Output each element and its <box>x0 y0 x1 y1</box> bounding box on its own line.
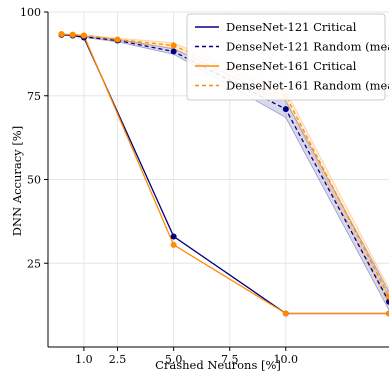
band-densenet-121-random-mean- <box>61 34 389 311</box>
y-tick-label: 75 <box>27 90 41 103</box>
tick-labels: 1.0 2.5 5.0 7.5 10.0 25 50 75 100 <box>20 6 298 366</box>
data-point-densenet-161-random-mean <box>170 42 177 49</box>
y-tick-label: 50 <box>27 174 41 187</box>
data-point-densenet-121-random-mean <box>170 48 177 55</box>
legend-entry: DenseNet-121 Critical <box>226 20 357 34</box>
axes <box>44 11 389 351</box>
x-axis-label: Crashed Neurons [%] <box>155 358 281 372</box>
legend-box <box>186 13 386 101</box>
data-point-densenet-161-random-mean <box>386 293 389 300</box>
x-tick-label: 10.0 <box>274 353 299 366</box>
data-point-densenet-121-random-mean <box>386 298 389 305</box>
data-point-densenet-161-critical <box>282 310 289 317</box>
y-tick-label: 100 <box>20 6 41 19</box>
legend: DenseNet-121 Critical DenseNet-121 Random… <box>186 13 389 101</box>
x-tick-label: 1.0 <box>75 353 93 366</box>
y-tick-label: 25 <box>27 257 41 270</box>
data-point-densenet-161-random-mean <box>58 31 65 38</box>
data-point-densenet-161-critical <box>386 310 389 317</box>
data-point-densenet-161-random-mean <box>69 31 76 38</box>
y-axis-label: DNN Accuracy [%] <box>10 126 24 236</box>
data-point-densenet-161-critical <box>170 241 177 248</box>
legend-entry: DenseNet-161 Critical <box>226 59 357 73</box>
data-point-densenet-121-random-mean <box>282 106 289 113</box>
x-tick-label: 5.0 <box>165 353 183 366</box>
data-point-densenet-121-critical <box>170 233 177 240</box>
data-point-densenet-161-random-mean <box>114 36 121 43</box>
x-tick-label: 2.5 <box>109 353 127 366</box>
x-tick-label: 7.5 <box>221 353 239 366</box>
legend-entry: DenseNet-161 Random (mean) <box>226 79 389 93</box>
series-markers <box>58 31 389 317</box>
data-point-densenet-161-random-mean <box>80 32 87 39</box>
legend-entry: DenseNet-121 Random (mean) <box>226 40 389 54</box>
